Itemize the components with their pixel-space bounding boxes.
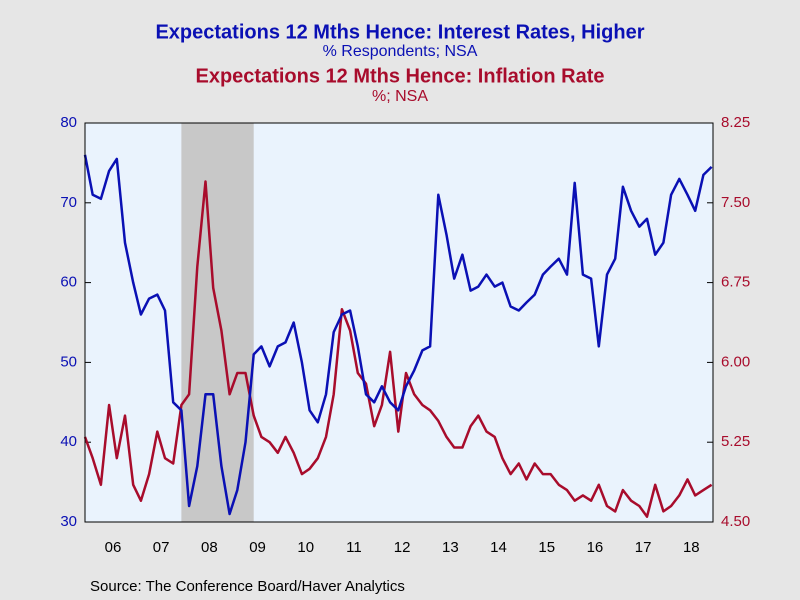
source: Source: The Conference Board/Haver Analy… (90, 578, 405, 595)
x-tick-label: 14 (490, 539, 507, 556)
title: Expectations 12 Mths Hence: Inflation Ra… (196, 65, 605, 87)
x-tick-label: 06 (105, 539, 122, 556)
x-tick-label: 09 (249, 539, 266, 556)
x-tick-label: 16 (587, 539, 604, 556)
y-tick-label: 30 (60, 513, 77, 530)
y-tick-label: 80 (60, 114, 77, 131)
x-tick-label: 12 (394, 539, 411, 556)
subtitle: % Respondents; NSA (323, 43, 478, 60)
y2-tick-label: 5.25 (721, 433, 750, 450)
x-tick-label: 15 (538, 539, 555, 556)
y-tick-label: 40 (60, 433, 77, 450)
y-tick-label: 60 (60, 274, 77, 291)
y2-tick-label: 4.50 (721, 513, 750, 530)
y2-tick-label: 7.50 (721, 194, 750, 211)
x-tick-label: 18 (683, 539, 700, 556)
y2-tick-label: 6.00 (721, 353, 750, 370)
x-tick-label: 13 (442, 539, 459, 556)
y2-tick-label: 8.25 (721, 114, 750, 131)
x-tick-label: 08 (201, 539, 218, 556)
subtitle: %; NSA (372, 88, 428, 105)
plot-area (84, 122, 714, 523)
series-line (83, 180, 713, 518)
x-tick-label: 11 (346, 539, 362, 556)
y-tick-label: 70 (60, 194, 77, 211)
x-tick-label: 17 (635, 539, 652, 556)
y2-tick-label: 6.75 (721, 274, 750, 291)
y-tick-label: 50 (60, 353, 77, 370)
x-tick-label: 07 (153, 539, 170, 556)
title: Expectations 12 Mths Hence: Interest Rat… (155, 21, 644, 43)
series-line (83, 154, 713, 516)
plot-area (84, 122, 714, 523)
x-tick-label: 10 (297, 539, 314, 556)
